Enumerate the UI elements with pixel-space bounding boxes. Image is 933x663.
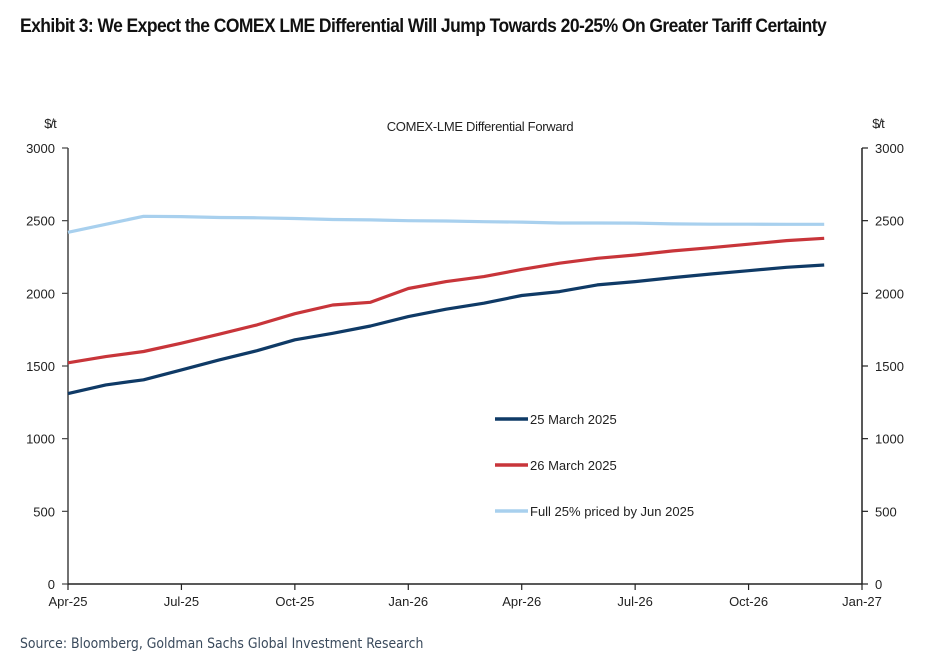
left-y-tick-label: 3000 bbox=[26, 141, 55, 156]
x-tick-label: Jan-27 bbox=[842, 594, 882, 609]
left-y-tick-label: 0 bbox=[48, 577, 55, 592]
legend: 25 March 2025 26 March 2025 Full 25% price… bbox=[495, 412, 694, 519]
x-tick-label: Oct-26 bbox=[729, 594, 768, 609]
legend-item: 26 March 2025 bbox=[495, 458, 617, 473]
legend-label: 26 March 2025 bbox=[530, 458, 617, 473]
chart-title: COMEX-LME Differential Forward bbox=[387, 119, 574, 134]
source-note: Source: Bloomberg, Goldman Sachs Global … bbox=[20, 636, 424, 652]
right-y-tick-label: 1000 bbox=[875, 432, 904, 447]
legend-item: Full 25% priced by Jun 2025 bbox=[495, 504, 694, 519]
right-y-tick-label: 0 bbox=[875, 577, 882, 592]
left-y-tick-label: 2500 bbox=[26, 214, 55, 229]
axes: 0 0 500 500 1000 1000 1500 1500 2000 2000 2500 2500… bbox=[26, 141, 904, 609]
right-y-tick-label: 1500 bbox=[875, 359, 904, 374]
x-tick-label: Jan-26 bbox=[388, 594, 428, 609]
series-line-3 bbox=[67, 214, 825, 234]
x-tick-label: Apr-25 bbox=[48, 594, 87, 609]
series-line-2 bbox=[67, 236, 825, 365]
series-lines bbox=[67, 214, 825, 396]
right-y-tick-label: 2000 bbox=[875, 286, 904, 301]
x-tick-label: Jul-25 bbox=[164, 594, 199, 609]
legend-item: 25 March 2025 bbox=[495, 412, 617, 427]
right-y-tick-label: 3000 bbox=[875, 141, 904, 156]
right-y-tick-label: 2500 bbox=[875, 214, 904, 229]
legend-label: Full 25% priced by Jun 2025 bbox=[530, 504, 694, 519]
left-y-tick-label: 500 bbox=[33, 504, 55, 519]
x-tick-label: Oct-25 bbox=[275, 594, 314, 609]
series-line-1 bbox=[67, 263, 825, 396]
left-y-tick-label: 2000 bbox=[26, 286, 55, 301]
left-y-tick-label: 1000 bbox=[26, 432, 55, 447]
left-y-axis-unit: $/t bbox=[44, 116, 57, 131]
legend-label: 25 March 2025 bbox=[530, 412, 617, 427]
x-tick-label: Jul-26 bbox=[617, 594, 652, 609]
x-tick-label: Apr-26 bbox=[502, 594, 541, 609]
left-y-tick-label: 1500 bbox=[26, 359, 55, 374]
right-y-axis-unit: $/t bbox=[872, 116, 885, 131]
exhibit-title: Exhibit 3: We Expect the COMEX LME Diffe… bbox=[20, 16, 827, 37]
right-y-tick-label: 500 bbox=[875, 504, 897, 519]
